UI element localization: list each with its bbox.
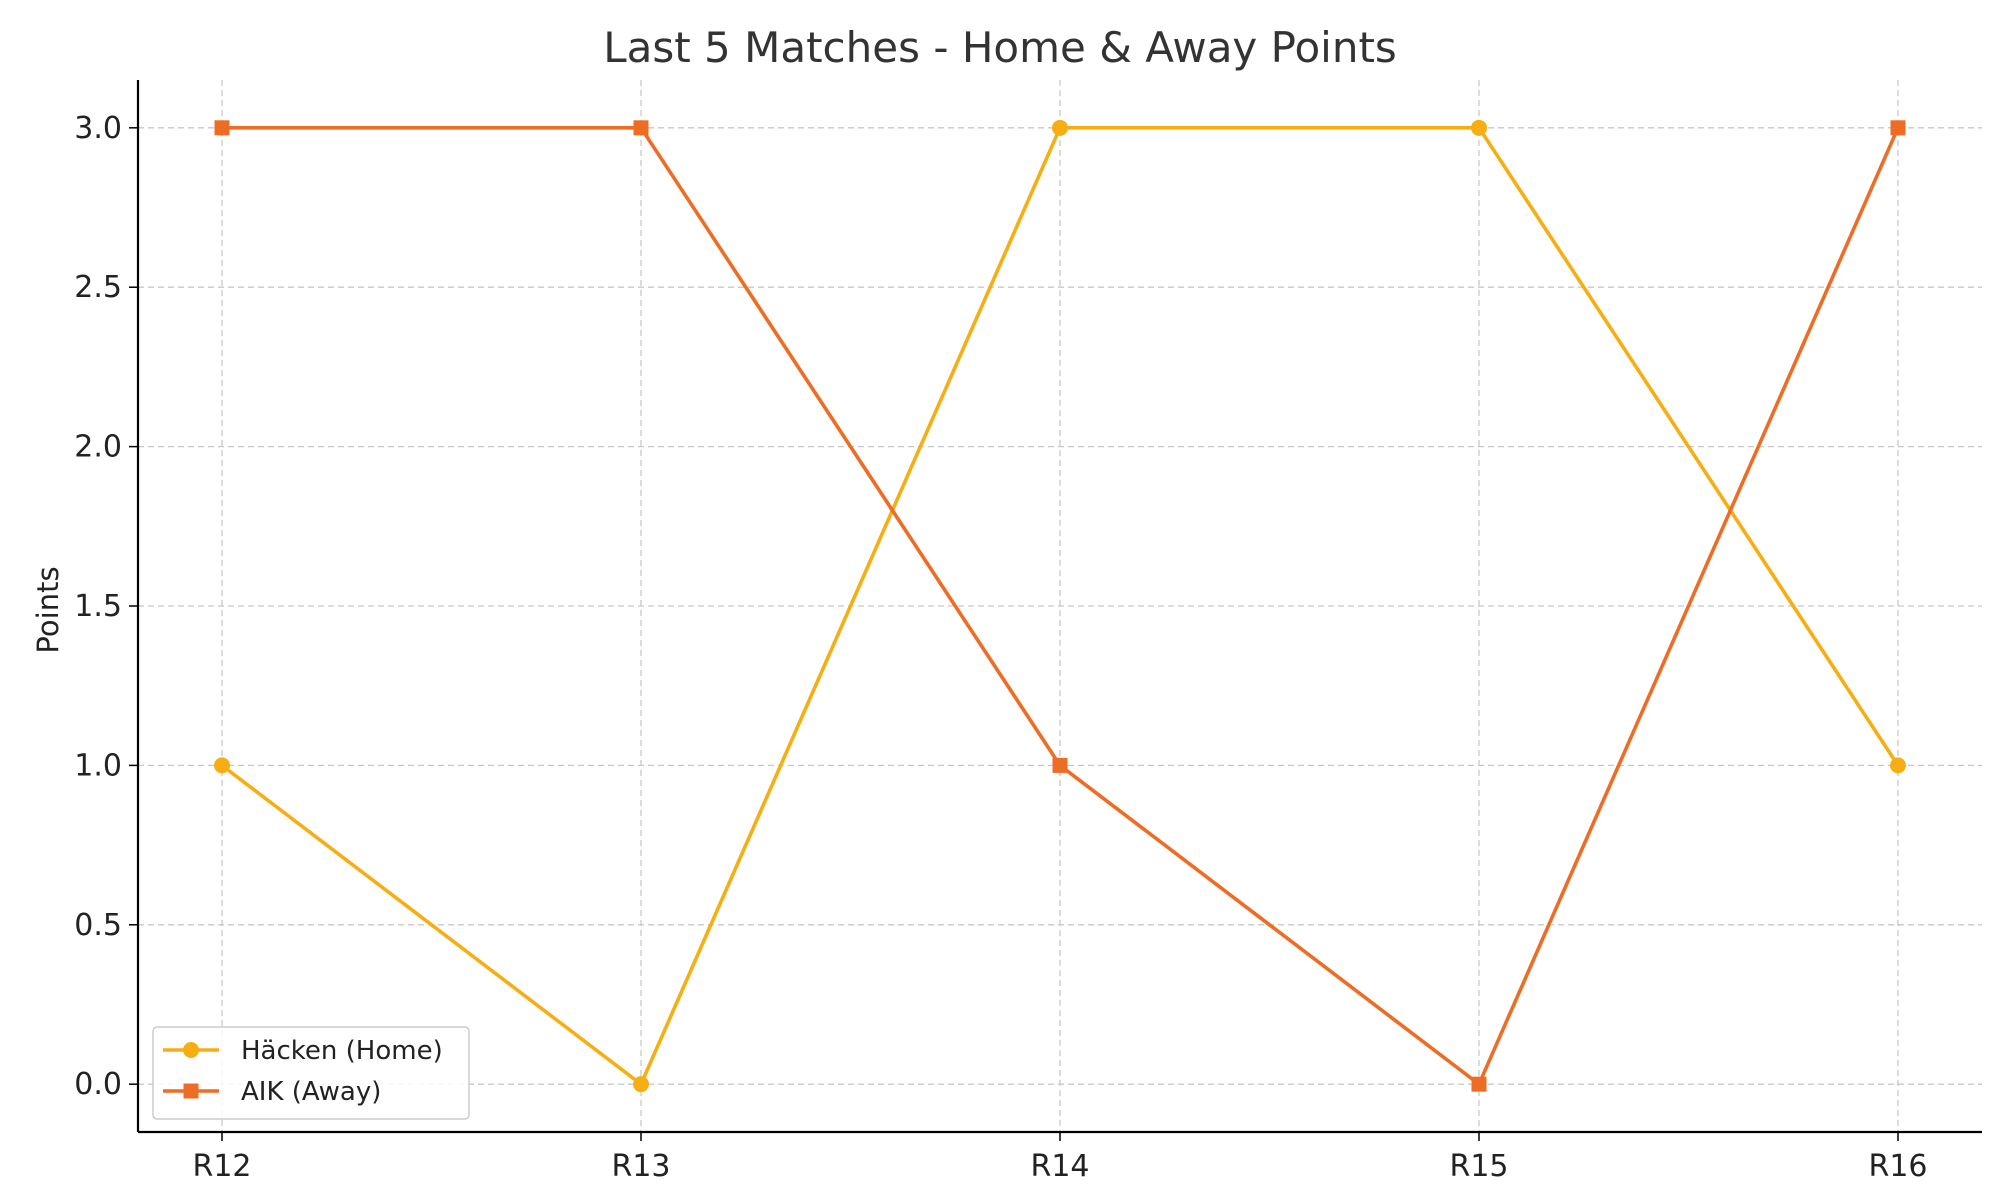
y-tick-label: 0.5	[74, 908, 122, 943]
x-tick-label: R12	[192, 1149, 251, 1184]
data-point-square	[1052, 757, 1068, 773]
y-tick-label: 2.0	[74, 430, 122, 465]
y-tick-label: 1.0	[74, 748, 122, 783]
data-point-square	[633, 120, 649, 136]
data-point-square	[1890, 120, 1906, 136]
x-tick-label: R15	[1449, 1149, 1508, 1184]
series-0	[214, 119, 1906, 1093]
x-tick-label: R16	[1868, 1149, 1927, 1184]
legend-marker-circle	[183, 1042, 199, 1058]
legend-marker-square	[183, 1083, 199, 1099]
legend-label: AIK (Away)	[241, 1077, 381, 1107]
data-point-circle	[1052, 119, 1068, 136]
grid-lines	[138, 80, 1982, 1132]
y-tick-label: 0.0	[74, 1067, 122, 1102]
y-tick-label: 3.0	[74, 111, 122, 146]
axis-ticks: R12 R13 R14 R15 R16 0.0 0.5 1.0 1.5 2.0 2.5 3.0	[74, 111, 1927, 1184]
legend-label: Häcken (Home)	[241, 1036, 443, 1066]
data-series	[214, 119, 1906, 1093]
data-point-circle	[1890, 757, 1906, 774]
x-tick-label: R13	[611, 1149, 670, 1184]
data-point-circle	[633, 1076, 649, 1093]
data-point-circle	[1471, 119, 1487, 136]
series-1	[214, 120, 1906, 1092]
y-axis-label: Points	[31, 566, 65, 653]
y-tick-label: 1.5	[74, 589, 122, 624]
x-tick-label: R14	[1030, 1149, 1089, 1184]
legend-box	[152, 1026, 470, 1120]
legend: Häcken (Home) AIK (Away)	[152, 1026, 470, 1120]
chart-title: Last 5 Matches - Home & Away Points	[603, 23, 1397, 72]
y-tick-label: 2.5	[74, 270, 122, 305]
data-point-square	[214, 120, 230, 136]
data-point-square	[1471, 1076, 1487, 1092]
data-point-circle	[214, 757, 230, 774]
